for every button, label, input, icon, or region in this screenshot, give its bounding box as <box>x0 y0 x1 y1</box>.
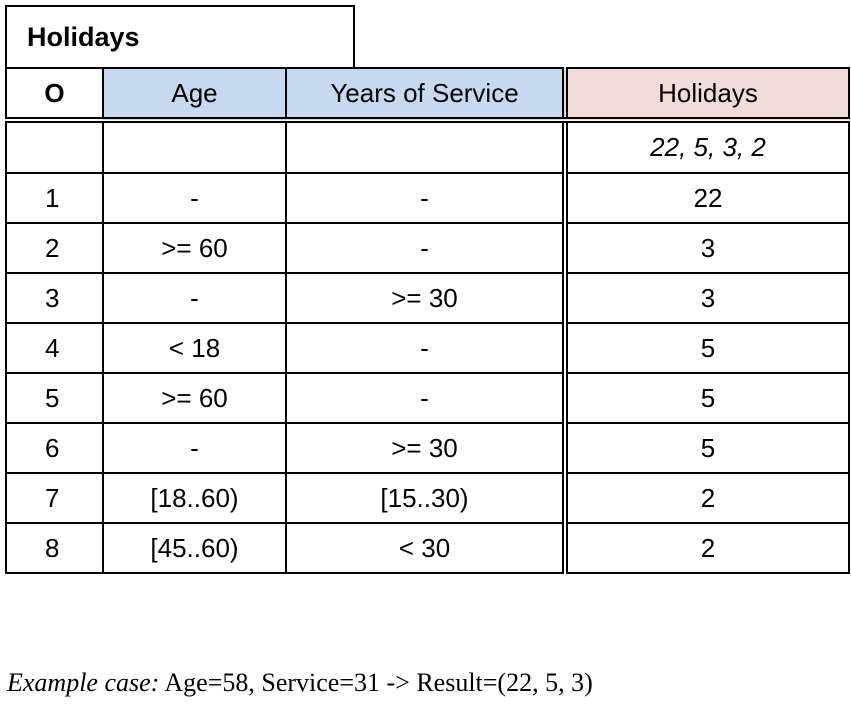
rule-age: [18..60) <box>102 472 287 524</box>
input-header-age: Age <box>102 67 287 123</box>
rule-service: >= 30 <box>285 422 566 474</box>
rule-number: 1 <box>5 172 104 224</box>
rule-number: 5 <box>5 372 104 424</box>
rule-holidays: 3 <box>562 222 850 274</box>
rule-holidays: 2 <box>562 472 850 524</box>
table-row: 1 - - 22 <box>5 172 850 224</box>
table-row: 4 < 18 - 5 <box>5 322 850 374</box>
rule-service: >= 30 <box>285 272 566 324</box>
decision-table-title: Holidays <box>5 5 355 68</box>
rule-number: 8 <box>5 522 104 574</box>
output-header-holidays: Holidays <box>562 67 850 123</box>
input-header-years-of-service: Years of Service <box>285 67 566 123</box>
table-row: 5 >= 60 - 5 <box>5 372 850 424</box>
table-row: 2 >= 60 - 3 <box>5 222 850 274</box>
header-row: O Age Years of Service Holidays <box>5 67 850 123</box>
rule-service: [15..30) <box>285 472 566 524</box>
output-values-row: 22, 5, 3, 2 <box>5 119 850 174</box>
decision-table: O Age Years of Service Holidays 22, 5, 3… <box>5 67 850 574</box>
rule-age: - <box>102 172 287 224</box>
rule-number: 3 <box>5 272 104 324</box>
example-case-text: Age=58, Service=31 -> Result=(22, 5, 3) <box>159 668 593 697</box>
rule-service: < 30 <box>285 522 566 574</box>
rule-holidays: 3 <box>562 272 850 324</box>
values-empty-cell <box>102 119 287 174</box>
decision-table-title-text: Holidays <box>27 22 140 52</box>
rule-age: - <box>102 422 287 474</box>
values-empty-cell <box>285 119 566 174</box>
rule-age: >= 60 <box>102 222 287 274</box>
rule-number: 4 <box>5 322 104 374</box>
rule-service: - <box>285 372 566 424</box>
rule-service: - <box>285 322 566 374</box>
example-case: Example case: Age=58, Service=31 -> Resu… <box>7 668 593 698</box>
hit-policy-cell: O <box>5 67 104 123</box>
rule-age: < 18 <box>102 322 287 374</box>
rule-holidays: 5 <box>562 372 850 424</box>
rule-age: >= 60 <box>102 372 287 424</box>
values-empty-cell <box>5 119 104 174</box>
table-row: 3 - >= 30 3 <box>5 272 850 324</box>
rule-holidays: 5 <box>562 322 850 374</box>
rule-number: 6 <box>5 422 104 474</box>
rule-holidays: 5 <box>562 422 850 474</box>
rule-service: - <box>285 172 566 224</box>
table-row: 6 - >= 30 5 <box>5 422 850 474</box>
rule-service: - <box>285 222 566 274</box>
rule-age: - <box>102 272 287 324</box>
rule-holidays: 22 <box>562 172 850 224</box>
rule-age: [45..60) <box>102 522 287 574</box>
example-case-label: Example case: <box>7 668 160 697</box>
rule-number: 2 <box>5 222 104 274</box>
output-values-cell: 22, 5, 3, 2 <box>562 119 850 174</box>
table-row: 8 [45..60) < 30 2 <box>5 522 850 574</box>
table-row: 7 [18..60) [15..30) 2 <box>5 472 850 524</box>
rule-number: 7 <box>5 472 104 524</box>
rule-holidays: 2 <box>562 522 850 574</box>
